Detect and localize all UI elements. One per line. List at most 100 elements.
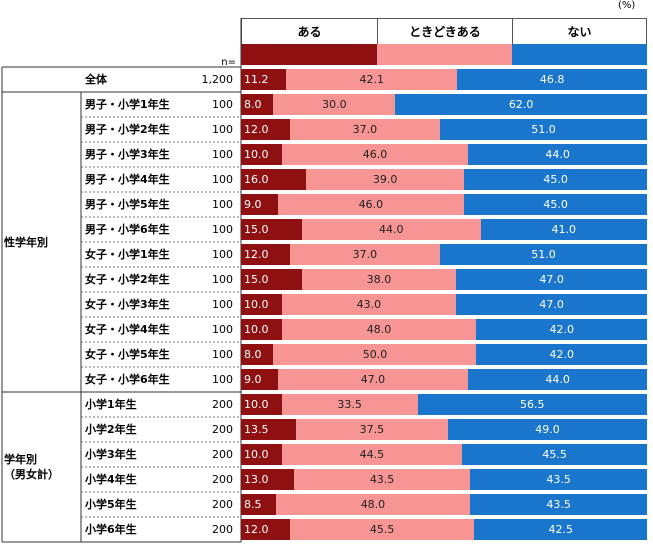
row-n: 200	[212, 423, 233, 436]
bar-segment: 47.0	[277, 369, 469, 390]
row-label: 女子・小学3年生	[85, 298, 170, 311]
bar-segment: 50.0	[273, 344, 477, 365]
bar-segment: 42.0	[476, 344, 647, 365]
row-label: 男子・小学4年生	[85, 173, 170, 186]
row-label: 小学2年生	[85, 423, 137, 436]
bar-segment: 38.0	[301, 269, 457, 290]
row-label: 男子・小学2年生	[85, 123, 170, 136]
row-label: 男子・小学3年生	[85, 148, 170, 161]
bar-segment: 42.1	[286, 69, 458, 90]
row-label: 小学3年生	[85, 448, 137, 461]
unit-label: (%)	[618, 0, 636, 11]
bar-segment: 62.0	[395, 94, 647, 115]
bar-segment: 44.0	[468, 144, 647, 165]
bar-segment: 45.0	[464, 194, 647, 215]
bar-segment: 11.2	[241, 69, 287, 90]
bar-segment: 44.0	[301, 219, 481, 240]
row-label: 小学4年生	[85, 473, 137, 486]
bar-segment: 15.0	[241, 219, 302, 240]
row-n: 100	[212, 173, 233, 186]
row-n: 100	[212, 248, 233, 261]
bar-segment: 10.0	[241, 444, 282, 465]
bar-segment: 33.5	[281, 394, 418, 415]
row-label: 女子・小学2年生	[85, 273, 170, 286]
row-n: 200	[212, 398, 233, 411]
bar-segment: 30.0	[273, 94, 396, 115]
row-n: 200	[212, 448, 233, 461]
bar-segment: 8.0	[241, 344, 274, 365]
bar-segment: 10.0	[241, 144, 282, 165]
row-n: 100	[212, 123, 233, 136]
row-label: 小学1年生	[85, 398, 137, 411]
bar-segment: 9.0	[241, 194, 278, 215]
bar-segment: 39.0	[305, 169, 465, 190]
bar-segment: 12.0	[241, 119, 290, 140]
row-n: 200	[212, 498, 233, 511]
bar-segment: 46.0	[277, 194, 465, 215]
bar-segment: 48.0	[281, 319, 477, 340]
bar-segment: 44.5	[281, 444, 463, 465]
row-n: 100	[212, 148, 233, 161]
bar-segment: 51.0	[439, 119, 647, 140]
bar-segment: 43.5	[470, 494, 647, 515]
bar-segment: 51.0	[439, 244, 647, 265]
bar-segment: 42.0	[476, 319, 647, 340]
row-label: 小学5年生	[85, 498, 137, 511]
bar-segment: 44.0	[468, 369, 647, 390]
legend-swatch-1	[377, 44, 512, 65]
bar-segment: 43.5	[293, 469, 471, 490]
bar-segment: 47.0	[456, 269, 647, 290]
bar-segment: 43.0	[281, 294, 457, 315]
row-n: 1,200	[201, 73, 234, 86]
row-n: 100	[212, 298, 233, 311]
row-label: 女子・小学1年生	[85, 248, 170, 261]
bar-segment: 41.0	[480, 219, 647, 240]
bar-segment: 10.0	[241, 394, 282, 415]
bar-segment: 10.0	[241, 319, 282, 340]
bar-segment: 45.5	[462, 444, 647, 465]
n-header: n=	[221, 57, 236, 68]
row-label: 女子・小学5年生	[85, 348, 170, 361]
bar-segment: 45.0	[464, 169, 647, 190]
legend-swatch-0	[241, 44, 377, 65]
bar-segment: 9.0	[241, 369, 278, 390]
bar-segment: 37.0	[289, 244, 440, 265]
bar-segment: 56.5	[417, 394, 647, 415]
bar-segment: 13.0	[241, 469, 294, 490]
row-label: 小学6年生	[85, 523, 137, 536]
row-label: 男子・小学6年生	[85, 223, 170, 236]
bar-segment: 13.5	[241, 419, 296, 440]
bar-segment: 48.0	[275, 494, 471, 515]
row-n: 100	[212, 373, 233, 386]
bar-segment: 12.0	[241, 519, 290, 540]
bar-segment: 42.5	[474, 519, 647, 540]
row-n: 100	[212, 273, 233, 286]
bar-segment: 16.0	[241, 169, 306, 190]
bar-segment: 46.0	[281, 144, 469, 165]
group-label-1: 学年別 （男女計）	[4, 453, 59, 481]
bar-segment: 46.8	[457, 69, 647, 90]
bar-segment: 43.5	[470, 469, 647, 490]
group-label-0: 性学年別	[4, 235, 48, 249]
bar-segment: 37.0	[289, 119, 440, 140]
legend-label-1: ときどきある	[377, 18, 512, 44]
bar-segment: 49.0	[448, 419, 647, 440]
bar-segment: 45.5	[289, 519, 475, 540]
row-label: 男子・小学1年生	[85, 98, 170, 111]
bar-segment: 15.0	[241, 269, 302, 290]
bar-segment: 8.0	[241, 94, 274, 115]
row-label: 男子・小学5年生	[85, 198, 170, 211]
row-n: 100	[212, 198, 233, 211]
row-n: 100	[212, 348, 233, 361]
bar-segment: 8.5	[241, 494, 276, 515]
bar-segment: 47.0	[456, 294, 647, 315]
row-n: 100	[212, 223, 233, 236]
bar-segment: 37.5	[295, 419, 449, 440]
row-n: 200	[212, 523, 233, 536]
row-label: 女子・小学4年生	[85, 323, 170, 336]
legend-label-2: ない	[512, 18, 647, 44]
row-label: 全体	[85, 73, 107, 86]
bar-segment: 10.0	[241, 294, 282, 315]
legend-swatch-2	[512, 44, 647, 65]
